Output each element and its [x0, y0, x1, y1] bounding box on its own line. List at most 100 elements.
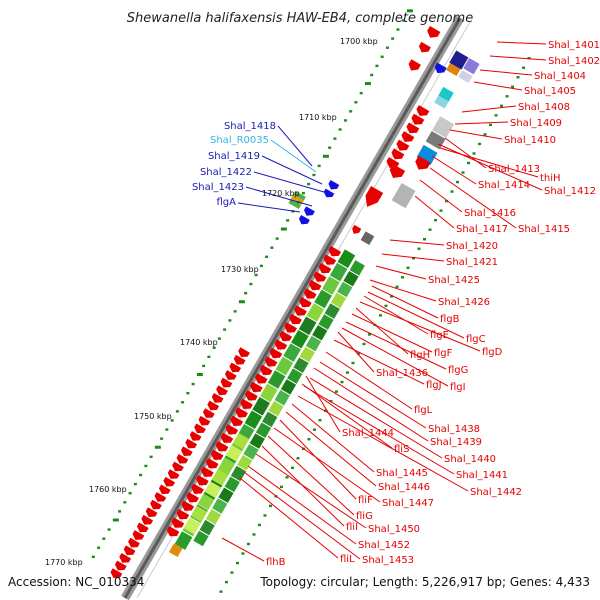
tick-mark	[406, 9, 413, 13]
gene-block	[306, 303, 325, 322]
gene-arrow	[224, 370, 237, 380]
tick-mark	[301, 191, 305, 195]
connector-line	[439, 147, 539, 178]
gene-label: fliL	[340, 554, 355, 565]
connector-line	[414, 195, 455, 229]
tick-mark	[128, 492, 132, 495]
connector-line	[277, 125, 313, 167]
gene-arrow	[303, 288, 317, 299]
gene-label: flgL	[414, 405, 433, 416]
tick-mark	[312, 428, 316, 431]
gene-arrow	[185, 438, 198, 449]
kbp-label: 1720 kbp	[262, 189, 300, 198]
tick-mark	[401, 19, 405, 22]
tick-mark	[246, 542, 250, 546]
connector-line	[429, 167, 517, 229]
gene-arrow	[172, 461, 184, 472]
gene-block	[262, 411, 278, 428]
gene-label: flgB	[440, 314, 460, 325]
connector-line	[305, 375, 341, 433]
tick-mark	[254, 273, 258, 277]
gene-label: flgG	[448, 365, 468, 376]
connector-line	[341, 327, 449, 387]
gene-label: Shal_1423	[192, 182, 244, 193]
gene-arrow	[132, 530, 145, 540]
connector-line	[337, 331, 375, 373]
gene-block	[324, 303, 340, 319]
gene-arrow	[406, 122, 420, 134]
gene-arrow	[163, 476, 176, 487]
tick-mark	[385, 46, 389, 49]
tick-mark	[356, 352, 360, 355]
gene-block	[337, 281, 353, 298]
tick-mark	[349, 110, 353, 113]
tick-mark	[334, 390, 338, 393]
connector-line	[351, 313, 433, 353]
gene-block	[298, 316, 317, 336]
gene-arrow	[298, 296, 312, 308]
gene-label: flgC	[466, 334, 486, 345]
gene-label: Shal_1444	[342, 428, 394, 439]
accession-text: Accession: NC_010334	[8, 575, 144, 589]
tick-mark	[235, 561, 239, 565]
tick-mark	[307, 182, 311, 186]
tick-mark	[317, 164, 321, 168]
gene-arrow	[110, 568, 123, 578]
tick-mark	[257, 523, 261, 527]
gene-arrow	[238, 347, 250, 357]
gene-block	[267, 370, 286, 389]
gene-block	[244, 410, 263, 430]
gene-label: Shal_1418	[224, 121, 276, 132]
tick-mark	[107, 528, 111, 531]
gene-block	[275, 356, 294, 376]
gene-arrow	[230, 415, 244, 426]
connector-line	[454, 121, 509, 125]
gene-arrow	[166, 525, 180, 537]
tick-mark	[123, 501, 127, 504]
gene-block	[183, 517, 201, 535]
tick-mark	[259, 264, 263, 268]
gene-arrow	[245, 390, 258, 401]
gene-label: Shal_1441	[456, 470, 508, 481]
connector-line	[261, 155, 323, 185]
gene-block	[252, 397, 270, 416]
gene-arrow	[269, 347, 283, 359]
gene-arrow	[141, 514, 154, 525]
tick-mark	[202, 364, 206, 368]
gene-arrow	[264, 356, 278, 367]
gene-label: Shal_1413	[488, 164, 540, 175]
gene-arrow	[171, 517, 185, 528]
gene-label: Shal_1419	[208, 151, 260, 162]
kbp-label: 1710 kbp	[299, 113, 337, 122]
tick-mark	[367, 333, 371, 336]
tick-mark	[196, 373, 203, 377]
tick-mark	[97, 546, 101, 549]
gene-block	[299, 346, 315, 363]
connector-line	[243, 471, 361, 560]
gene-block	[174, 531, 193, 550]
right-gene-labels: Shal_1401 Shal_1402 Shal_1404 Shal_1405 Shal…	[266, 40, 600, 568]
gene-block	[312, 325, 328, 341]
tick-mark	[450, 190, 454, 193]
connector-line	[419, 179, 463, 213]
tick-mark	[390, 295, 394, 298]
tick-mark	[91, 555, 95, 559]
tick-mark	[286, 219, 290, 222]
tick-mark	[445, 199, 449, 203]
topology-text: Topology: circular; Length: 5,226,917 bp…	[259, 575, 590, 589]
tick-mark	[307, 438, 311, 441]
gene-arrow	[386, 157, 400, 168]
tick-mark	[241, 552, 245, 555]
connector-line	[389, 239, 445, 246]
map-title: Shewanella halifaxensis HAW-EB4, complet…	[127, 11, 473, 26]
gene-arrow	[254, 373, 268, 384]
gene-arrow	[352, 224, 362, 234]
gene-block	[322, 276, 340, 295]
gene-arrow	[180, 446, 193, 457]
gene-label: Shal_1446	[378, 482, 430, 493]
gene-label: fliF	[358, 495, 373, 506]
gene-arrow	[196, 475, 209, 486]
gene-arrow	[318, 262, 332, 274]
gene-block	[330, 292, 347, 309]
